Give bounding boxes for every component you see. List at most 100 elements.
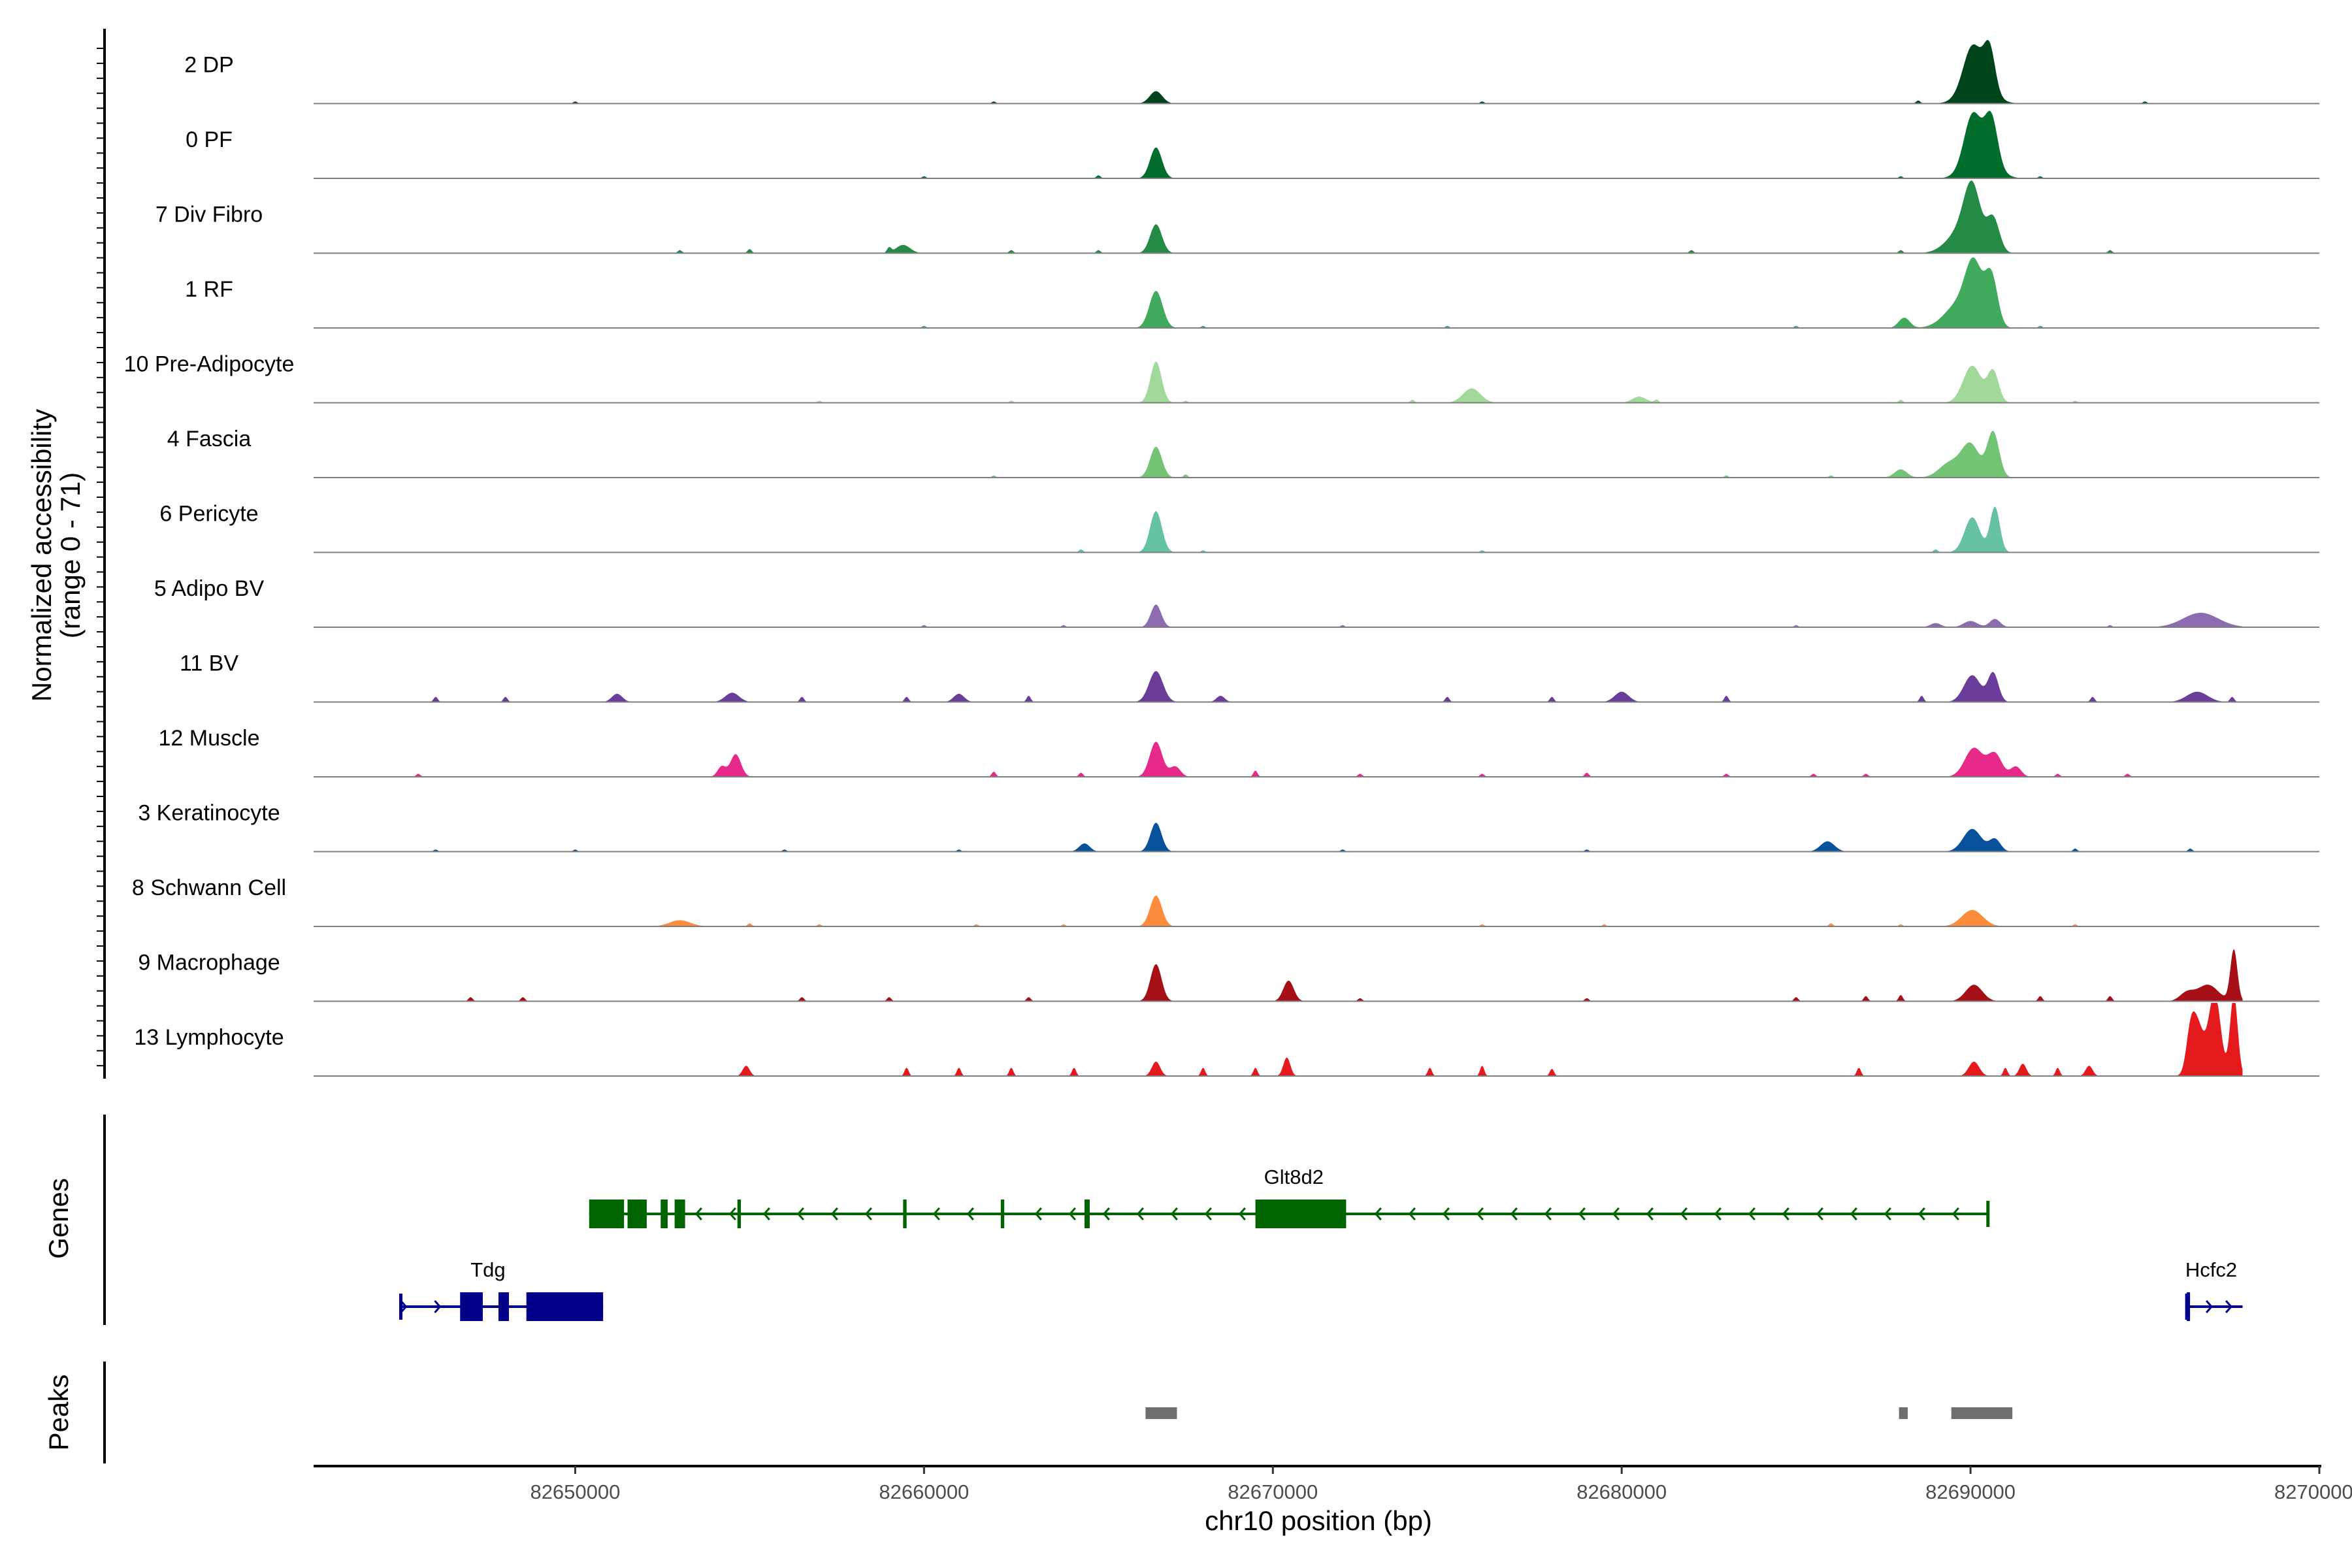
peak-region <box>1145 1407 1177 1419</box>
strand-arrow <box>1170 1207 1178 1220</box>
strand-arrow <box>966 1207 974 1220</box>
strand-arrow <box>1544 1207 1552 1220</box>
strand-arrow <box>1816 1207 1823 1220</box>
coverage-area <box>314 40 2243 104</box>
track-5: 10 Pre-Adipocyte <box>124 352 2319 404</box>
coverage-area <box>314 257 2243 328</box>
coverage-area <box>314 823 2243 852</box>
gene-label: Hcfc2 <box>2185 1258 2237 1281</box>
track-label: 4 Fascia <box>167 427 252 451</box>
track-8: 5 Adipo BV <box>154 576 2319 628</box>
strand-arrow <box>1578 1207 1586 1220</box>
track-14: 13 Lymphocyte <box>134 1003 2319 1077</box>
strand-arrow <box>1136 1207 1144 1220</box>
exon <box>1084 1200 1090 1228</box>
track-label: 7 Div Fibro <box>155 203 263 227</box>
strand-arrow <box>2205 1300 2213 1313</box>
exon <box>661 1200 668 1228</box>
coverage-area <box>314 671 2243 702</box>
strand-arrow <box>1918 1207 1925 1220</box>
peak-region <box>1899 1407 1908 1419</box>
strand-arrow <box>1034 1207 1042 1220</box>
track-label: 11 BV <box>180 651 238 676</box>
coverage-area <box>314 180 2243 253</box>
exon <box>903 1200 907 1228</box>
y-axis-title-line2: (range 0 - 71) <box>55 472 86 638</box>
exon <box>498 1292 509 1321</box>
track-label: 0 PF <box>186 127 233 152</box>
y-axis-title-line1: Normalized accessibility <box>26 409 57 702</box>
strand-arrow <box>1714 1207 1722 1220</box>
peak-region <box>1951 1407 2013 1419</box>
x-tick-label: 82680000 <box>1576 1480 1667 1503</box>
coverage-area <box>314 506 2243 553</box>
strand-arrow <box>1646 1207 1654 1220</box>
strand-arrow <box>762 1207 770 1220</box>
track-label: 10 Pre-Adipocyte <box>124 352 295 377</box>
strand-arrow <box>1068 1207 1076 1220</box>
strand-arrow <box>864 1207 872 1220</box>
x-axis-title: chr10 position (bp) <box>1205 1505 1432 1536</box>
strand-arrow <box>694 1207 702 1220</box>
strand-arrow <box>1102 1207 1110 1220</box>
strand-arrow <box>830 1207 838 1220</box>
strand-arrow <box>1442 1207 1450 1220</box>
exon <box>737 1200 742 1228</box>
x-axis: 82650000 82660000 82670000 82680000 82690000… <box>314 1465 2352 1503</box>
strand-arrow <box>434 1300 442 1313</box>
track-6: 4 Fascia <box>167 427 2319 478</box>
exon <box>674 1200 685 1228</box>
track-9: 11 BV <box>180 651 2319 703</box>
strand-arrow <box>796 1207 804 1220</box>
coverage-area <box>314 949 2243 1002</box>
track-7: 6 Pericyte <box>159 502 2319 553</box>
track-2: 0 PF <box>186 110 2319 179</box>
gene-annotation-panel: Glt8d2 Tdg Hcfc2 <box>399 1166 2243 1321</box>
x-tick-label: 82650000 <box>530 1480 620 1503</box>
strand-arrow <box>1238 1207 1246 1220</box>
track-label: 13 Lymphocyte <box>134 1025 284 1050</box>
strand-arrow <box>2225 1300 2233 1313</box>
exon <box>627 1200 647 1228</box>
track-label: 9 Macrophage <box>138 951 280 975</box>
track-label: 3 Keratinocyte <box>138 801 280 826</box>
gene-tdg: Tdg <box>399 1258 604 1321</box>
x-tick-label: 82700000 <box>2274 1480 2352 1503</box>
track-label: 6 Pericyte <box>159 502 258 527</box>
exon <box>589 1200 625 1228</box>
track-label: 12 Muscle <box>159 726 260 751</box>
coverage-area <box>314 604 2243 627</box>
strand-arrow <box>1748 1207 1756 1220</box>
strand-arrow <box>1884 1207 1891 1220</box>
track-label: 1 RF <box>185 277 233 302</box>
track-4: 1 RF <box>185 257 2319 329</box>
strand-arrow <box>1612 1207 1620 1220</box>
track-13: 9 Macrophage <box>138 949 2319 1002</box>
track-1: 2 DP <box>184 40 2319 105</box>
track-11: 3 Keratinocyte <box>138 801 2319 853</box>
coverage-area <box>314 361 2243 403</box>
strand-arrow <box>1510 1207 1518 1220</box>
genes-panel-label: Genes <box>43 1178 74 1259</box>
peaks-panel-label: Peaks <box>43 1375 74 1451</box>
strand-arrow <box>1680 1207 1688 1220</box>
x-tick-label: 82670000 <box>1228 1480 1318 1503</box>
coverage-area <box>314 742 2243 777</box>
strand-arrow <box>1850 1207 1857 1220</box>
coverage-tracks: 2 DP 0 PF 7 Div Fibro 1 RF 10 Pre-Adipocyte 4… <box>124 40 2319 1077</box>
exon <box>460 1292 483 1321</box>
track-12: 8 Schwann Cell <box>132 875 2319 927</box>
coverage-y-axis <box>97 29 106 1079</box>
coverage-area <box>314 110 2243 178</box>
coverage-area <box>314 895 2243 926</box>
strand-arrow <box>1204 1207 1212 1220</box>
strand-arrow <box>1374 1207 1382 1220</box>
track-3: 7 Div Fibro <box>155 180 2319 254</box>
strand-arrow <box>400 1300 408 1313</box>
x-tick-label: 82690000 <box>1925 1480 2016 1503</box>
track-label: 2 DP <box>184 53 234 78</box>
exon <box>1255 1200 1347 1228</box>
strand-arrow <box>1782 1207 1789 1220</box>
strand-arrow <box>1476 1207 1484 1220</box>
coverage-area <box>314 431 2243 478</box>
